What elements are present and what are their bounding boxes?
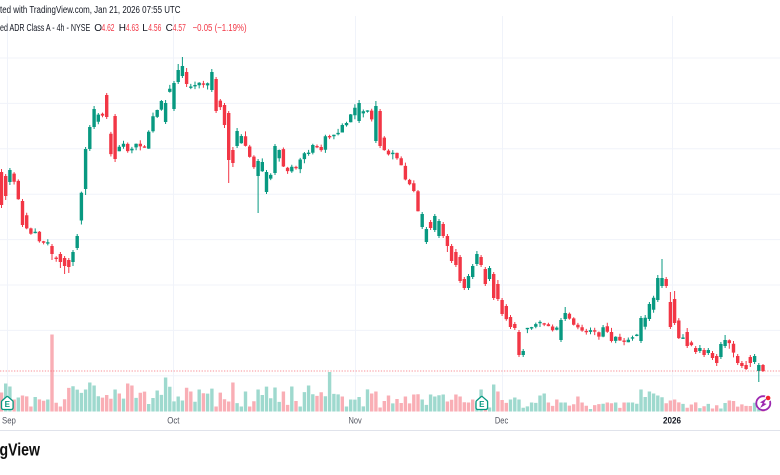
svg-text:O: O bbox=[94, 23, 102, 34]
svg-text:H: H bbox=[119, 23, 126, 34]
svg-text:Nov: Nov bbox=[349, 416, 363, 426]
svg-text:Oct: Oct bbox=[167, 416, 180, 426]
svg-text:Dec: Dec bbox=[495, 416, 509, 426]
svg-text:L: L bbox=[142, 23, 148, 34]
svg-text:4.62: 4.62 bbox=[102, 23, 115, 34]
svg-text:Sep: Sep bbox=[2, 416, 16, 426]
svg-text:2026: 2026 bbox=[663, 416, 681, 426]
svg-text:E: E bbox=[479, 400, 485, 409]
svg-text:4.63: 4.63 bbox=[126, 23, 139, 34]
svg-text:C: C bbox=[166, 23, 173, 34]
svg-text:gView: gView bbox=[0, 440, 40, 460]
svg-text:ed ADR Class A - 4h - NYSE: ed ADR Class A - 4h - NYSE bbox=[0, 23, 90, 34]
svg-text:E: E bbox=[5, 400, 11, 409]
svg-text:ted with TradingView.com, Jan: ted with TradingView.com, Jan 21, 2026 0… bbox=[0, 5, 181, 16]
svg-text:4.57: 4.57 bbox=[173, 23, 186, 34]
svg-text:4.56: 4.56 bbox=[148, 23, 161, 34]
svg-text:−0.05 (−1.19%): −0.05 (−1.19%) bbox=[193, 23, 247, 34]
